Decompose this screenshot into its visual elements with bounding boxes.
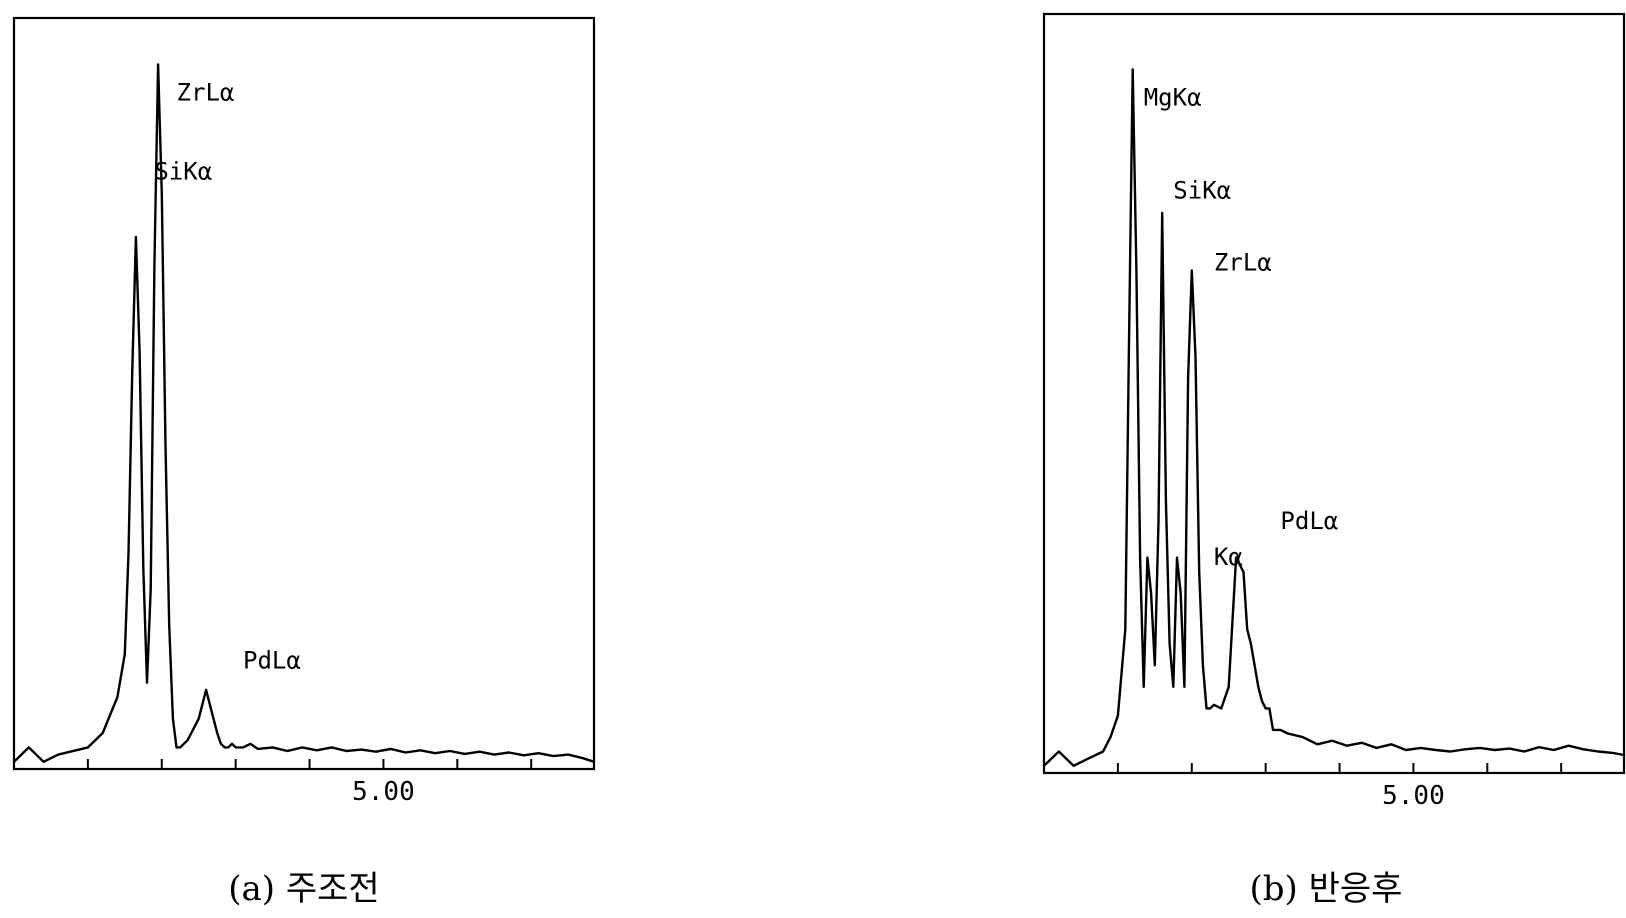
- spectrum-trace-b: [1042, 68, 1626, 767]
- x-tick-label: 5.00: [1382, 781, 1445, 811]
- x-tick-label: 5.00: [352, 777, 415, 807]
- plot-frame-b: [1042, 12, 1626, 775]
- peak-label: MgKα: [1144, 83, 1202, 111]
- peak-label: PdLα: [1280, 507, 1338, 535]
- peak-label: PdLα: [243, 646, 301, 674]
- peak-label: SiKα: [154, 157, 212, 185]
- spectrum-panel-b: MgKα SiKα ZrLα PdLα Kα 5.00 (b) 반응후: [1042, 12, 1626, 909]
- peak-label: SiKα: [1173, 177, 1231, 205]
- tick-labels-a: 5.00: [352, 777, 415, 807]
- peak-labels-b: MgKα SiKα ZrLα PdLα Kα: [1144, 83, 1338, 571]
- x-ticks-a: [86, 759, 533, 769]
- caption-a: (a) 주조전: [228, 869, 379, 909]
- plot-frame-a: [12, 16, 596, 771]
- x-ticks-b: [1116, 763, 1563, 773]
- tick-labels-b: 5.00: [1382, 781, 1445, 811]
- peak-label: ZrLα: [177, 78, 235, 106]
- peak-labels-a: ZrLα SiKα PdLα: [154, 78, 300, 674]
- caption-b: (b) 반응후: [1250, 869, 1403, 909]
- peak-label: Kα: [1214, 543, 1243, 571]
- peak-label: ZrLα: [1214, 248, 1272, 276]
- spectrum-panel-a: ZrLα SiKα PdLα 5.00 (a) 주조전: [12, 16, 596, 909]
- spectrum-trace-a: [12, 63, 596, 763]
